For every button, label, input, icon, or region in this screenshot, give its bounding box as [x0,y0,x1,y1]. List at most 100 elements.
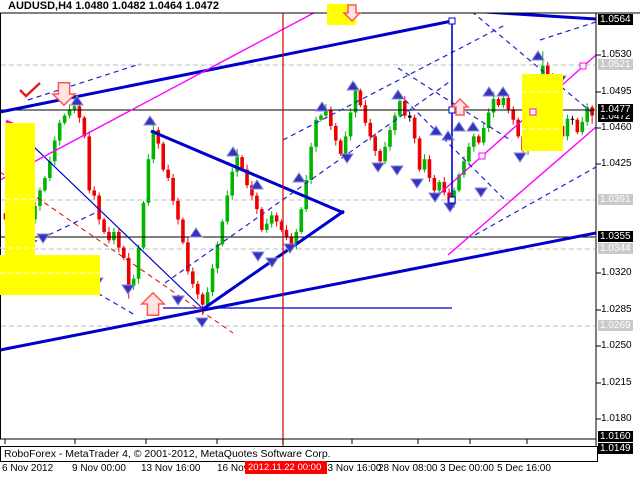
fractal-down-icon [474,187,488,198]
fractal-up-icon [250,179,264,190]
candle-body [117,231,121,248]
candle-body [545,65,550,77]
candle-body [77,106,82,118]
candle-body [412,117,417,139]
candle-body [481,128,486,143]
fractal-down-icon [283,243,297,254]
candle-body [274,215,279,222]
candle-body [186,242,190,272]
candle-body [146,159,151,203]
candle-body [506,97,511,110]
blue-dashed-line [164,79,453,284]
magenta-trendline [1,13,316,181]
candle-body [472,136,476,147]
price-tick-1.0160: 1.0160 [598,431,633,442]
candle-body [112,231,116,241]
candle-body [156,130,161,144]
candle-body [131,278,136,286]
blue-trendline [150,129,345,215]
fractal-down-icon [371,162,385,173]
candle-body [215,244,220,269]
candle-body [107,231,111,241]
candle-body [565,118,570,137]
candle-body [570,118,575,120]
fractal-up-icon [189,227,203,238]
candle-body [67,109,72,116]
candle-body [269,215,274,224]
time-tick-label: 9 Nov 00:00 [72,463,126,474]
time-tick-label: 5 Dec 16:00 [497,463,551,474]
candle-body [260,209,264,230]
candle-body [102,219,106,232]
line-handle[interactable] [478,152,486,160]
price-tick-1.0180: 1.0180 [601,413,632,424]
candle-body [121,247,126,258]
status-bar-text: RoboForex - MetaTrader 4, © 2001-2012, M… [4,448,331,460]
line-handle[interactable] [579,62,587,70]
candle-body [309,146,313,181]
candle-body [437,182,442,191]
candle-body [200,294,205,305]
line-handle[interactable] [529,108,537,116]
blue-thin-line [7,121,203,309]
fractal-up-icon [292,172,306,183]
candle-body [240,157,244,170]
candle-body [304,180,308,210]
candle-body [38,190,42,206]
candle-body [289,237,294,245]
price-tick-1.0149: 1.0149 [598,443,633,454]
candle-body [373,136,378,151]
fractal-down-icon [390,165,404,176]
candle-body [402,101,407,116]
price-tick-1.0425: 1.0425 [601,158,632,169]
price-tick-1.0495: 1.0495 [601,86,632,97]
candle-body [255,195,259,210]
candle-body [48,161,52,178]
price-tick-1.0530: 1.0530 [601,49,632,60]
price-tick-1.0344: 1.0344 [598,243,633,254]
fractal-up-icon [482,86,496,97]
candle-body [422,159,427,170]
candle-body [333,125,338,141]
down-arrow-icon [342,4,362,23]
candle-body [314,119,318,147]
fractal-up-icon [391,89,405,100]
candle-body [368,122,373,137]
candle-body [235,157,239,172]
candle-body [348,112,353,137]
candle-body [343,136,348,155]
candle-body [62,115,67,123]
fractal-down-icon [251,251,265,262]
candle-body [279,221,284,230]
fractal-up-icon [346,80,360,91]
candle-body [250,185,254,196]
candle-body [407,115,412,118]
candle-body [205,292,210,305]
candle-body [575,119,580,133]
candle-body [141,202,146,248]
blue-dashed-line [404,99,506,201]
fractal-down-icon [121,284,135,295]
line-handle[interactable] [448,106,456,114]
line-handle[interactable] [448,17,456,25]
candle-body [161,143,166,170]
candle-body [462,161,466,175]
fractal-down-icon [513,152,527,163]
fractal-down-icon [195,317,209,328]
up-arrow-icon [450,97,470,116]
time-highlight-badge: 2012.11.22 00:00 [245,461,327,474]
fractal-up-icon [531,50,545,61]
highlight-zone [0,255,100,295]
fractal-up-icon [315,101,329,112]
fractal-up-icon [226,146,240,157]
fractal-up-icon [496,86,510,97]
candle-body [299,209,304,232]
candle-body [319,115,323,120]
candle-body [225,195,230,222]
price-tick-1.0521: 1.0521 [598,59,633,70]
candle-body [427,159,432,178]
plot-group [1,13,596,352]
fractal-down-icon [171,295,185,306]
line-handle[interactable] [448,196,456,204]
